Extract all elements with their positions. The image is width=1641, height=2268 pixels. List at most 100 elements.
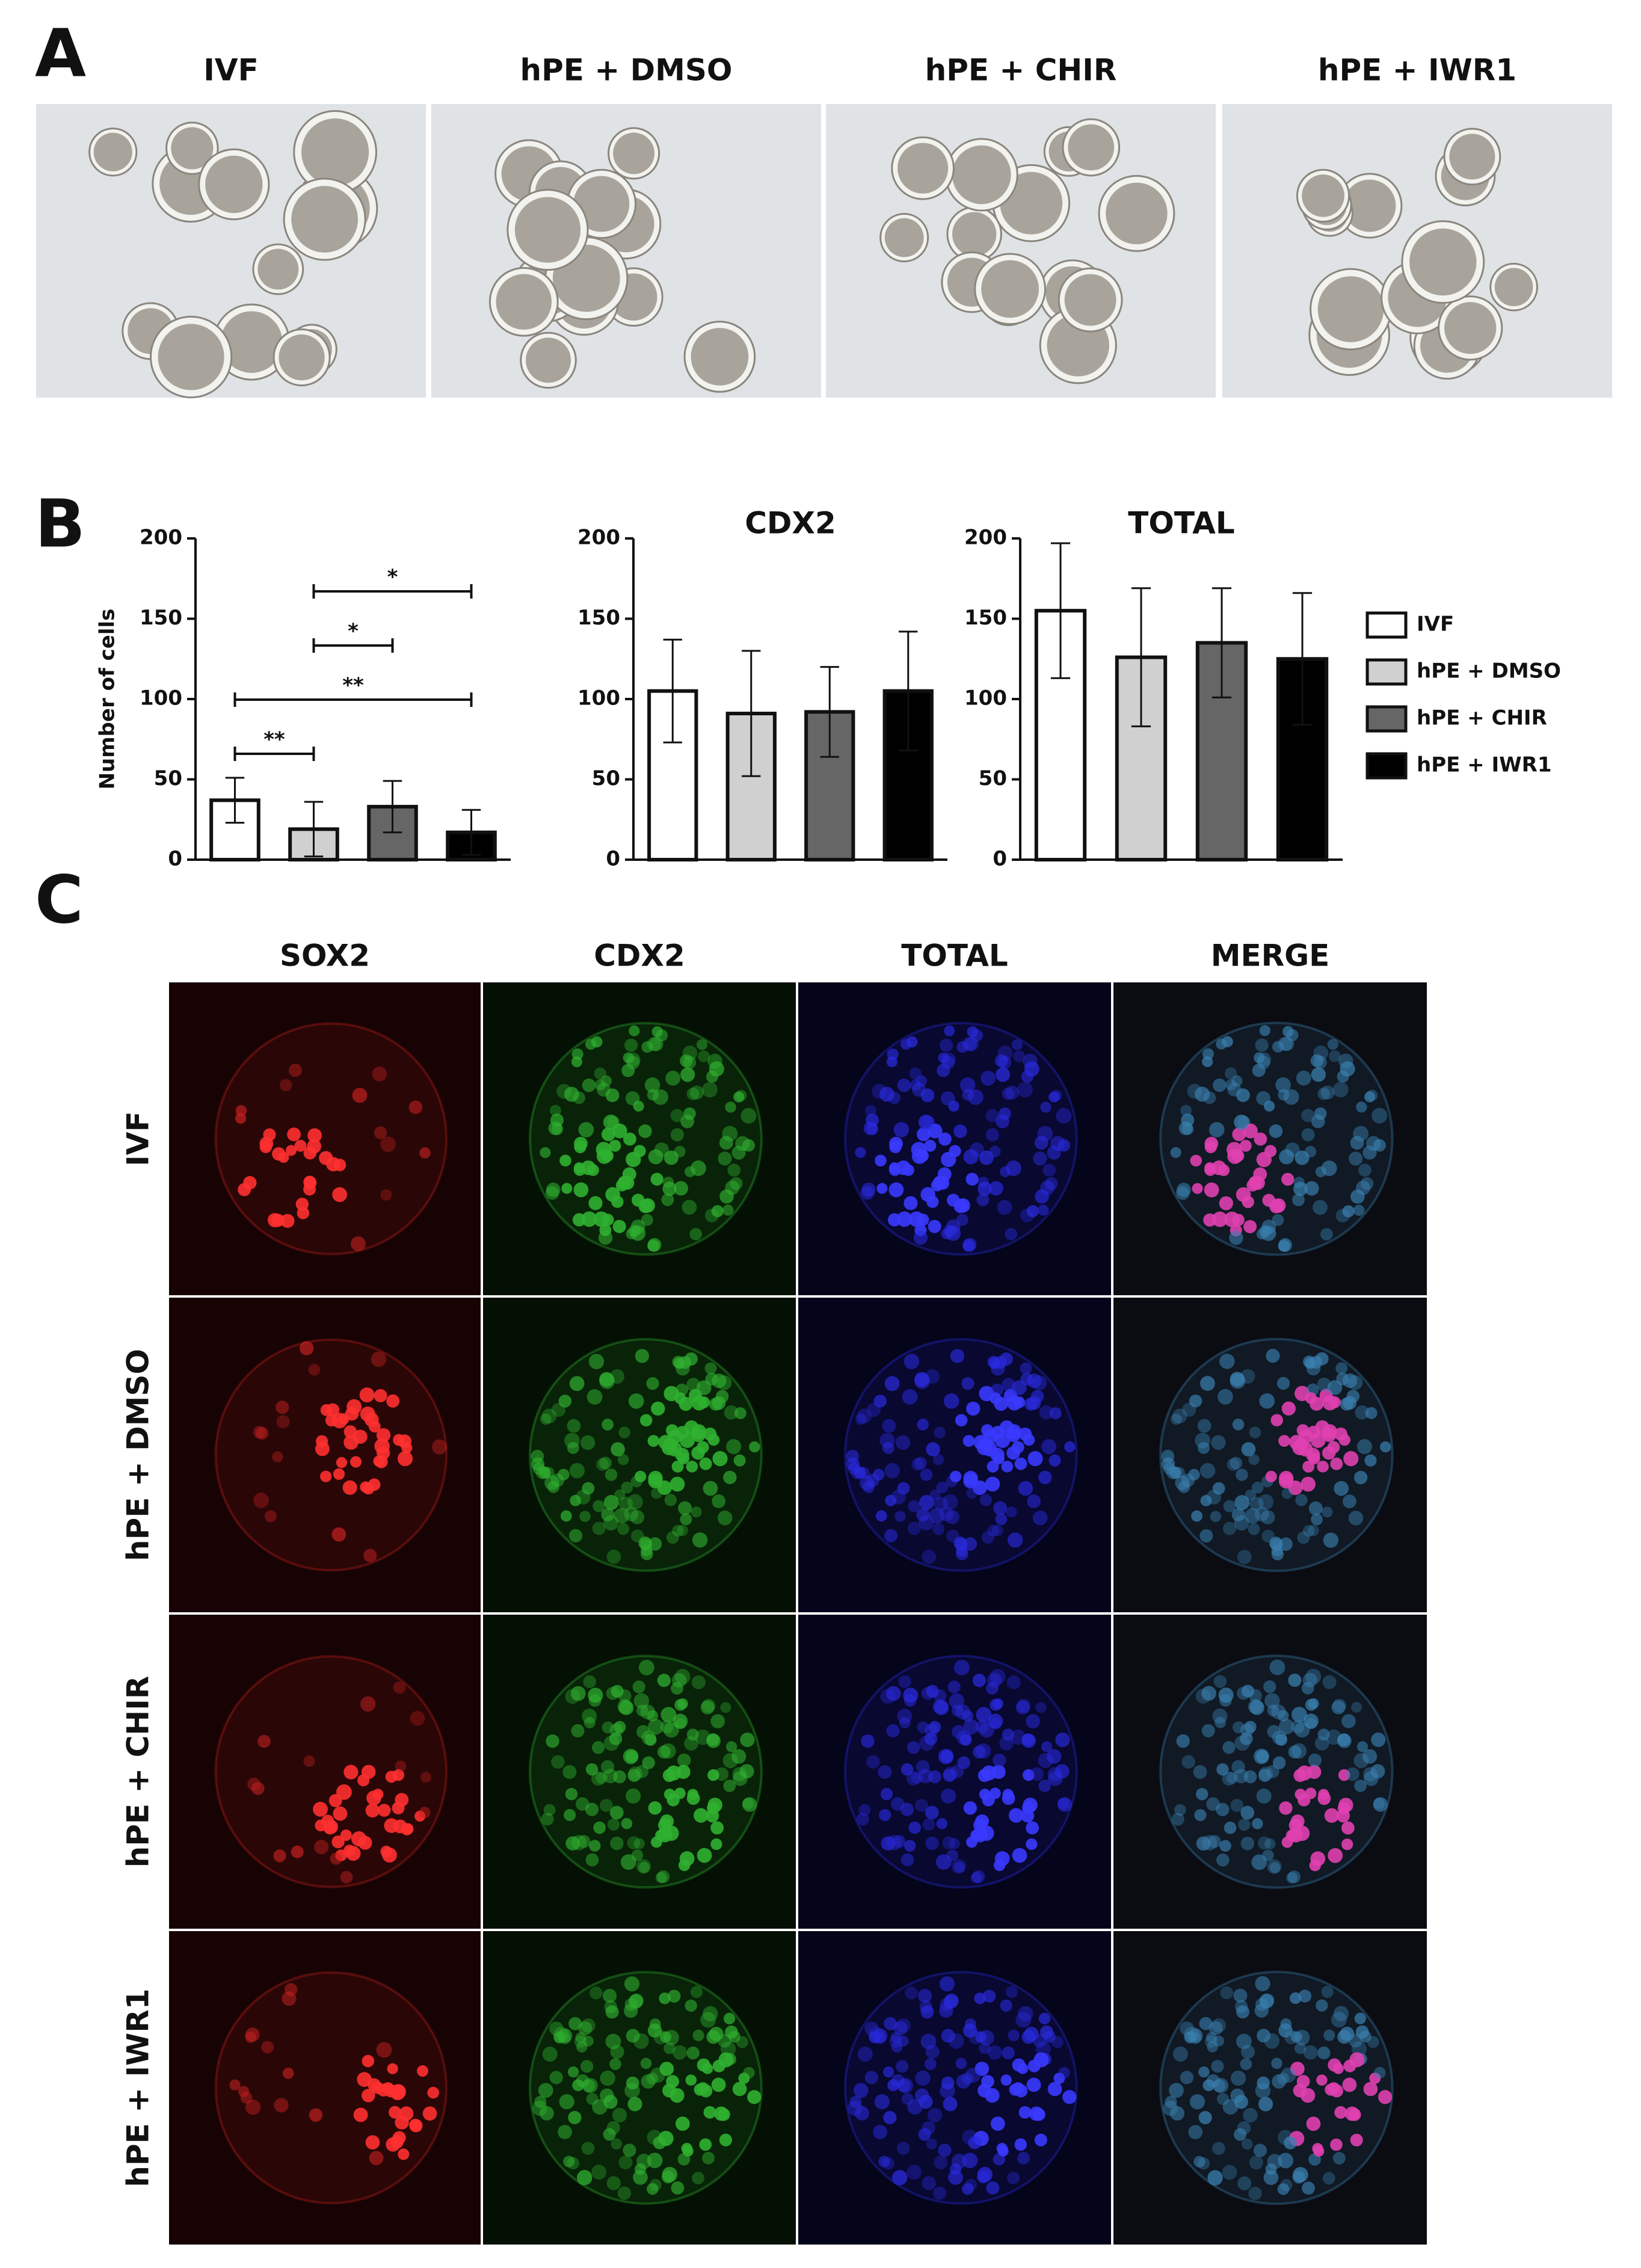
nucleus (952, 1725, 965, 1739)
nucleus (983, 1989, 996, 2003)
nucleus (1306, 1361, 1321, 1376)
y-tick-label: 100 (577, 686, 620, 710)
nucleus (291, 1845, 304, 1858)
nucleus (320, 1404, 333, 1416)
nucleus (585, 1763, 599, 1776)
nucleus (1322, 1675, 1337, 1689)
nucleus (601, 1508, 615, 1521)
nucleus (615, 1179, 628, 1192)
nucleus (633, 2169, 648, 2185)
nucleus (699, 2138, 712, 2151)
nucleus (1293, 1182, 1308, 1196)
y-tick-label: 50 (154, 766, 182, 790)
nucleus (668, 1989, 681, 2003)
nucleus (553, 2027, 569, 2042)
nucleus (922, 1818, 935, 1831)
nucleus (644, 1077, 660, 1093)
nucleus (390, 2084, 406, 2100)
nucleus (897, 2078, 913, 2094)
nucleus (1292, 1707, 1307, 1723)
nucleus (662, 1769, 676, 1783)
nucleus (932, 1699, 948, 1715)
nucleus (1230, 1373, 1246, 1389)
nucleus (869, 2027, 884, 2042)
nucleus (350, 1456, 362, 1468)
nucleus (618, 1497, 633, 1511)
nucleus (1222, 1771, 1236, 1786)
embryo-inner (1494, 268, 1533, 307)
nucleus (560, 1510, 572, 1522)
nucleus (1280, 2179, 1293, 2192)
nucleus (1253, 1167, 1267, 1182)
nucleus (1328, 1848, 1343, 1863)
nucleus (261, 2041, 274, 2054)
nucleus (611, 2138, 623, 2150)
nucleus (692, 1532, 708, 1548)
embryo-inner (220, 311, 283, 373)
nucleus (1172, 1408, 1187, 1423)
nucleus (1337, 1070, 1349, 1083)
nucleus (569, 1462, 585, 1479)
nucleus (1355, 2025, 1369, 2039)
nucleus (1240, 1837, 1255, 1850)
nucleus (393, 1681, 406, 1694)
nucleus (1307, 1764, 1322, 1780)
embryo-inner (952, 212, 997, 256)
nucleus (371, 1351, 387, 1367)
nucleus (666, 1424, 679, 1437)
nucleus (600, 1760, 615, 1774)
nucleus (950, 1470, 962, 1482)
nucleus (936, 1817, 948, 1829)
nucleus (918, 1769, 933, 1784)
nucleus (712, 1451, 728, 1467)
nucleus (934, 2155, 948, 2170)
nucleus (563, 2156, 575, 2168)
nucleus (570, 1494, 582, 1506)
nucleus (1281, 1488, 1293, 1499)
nucleus (376, 1428, 391, 1443)
nucleus (419, 1807, 431, 1819)
nucleus (559, 2094, 574, 2110)
nucleus (558, 2125, 572, 2139)
nucleus (603, 1495, 619, 1511)
nucleus (911, 1772, 923, 1784)
nucleus (1269, 1124, 1283, 1138)
nucleus (629, 1025, 640, 1037)
nucleus (742, 1797, 757, 1812)
nucleus (1237, 1550, 1252, 1564)
nucleus (956, 1213, 968, 1226)
nucleus (365, 1803, 380, 1818)
nucleus (229, 2079, 241, 2091)
nucleus (884, 1529, 898, 1542)
nucleus (360, 1696, 376, 1712)
nucleus (932, 2186, 947, 2200)
nucleus (855, 1147, 866, 1158)
nucleus (731, 1749, 747, 1764)
nucleus (582, 1078, 596, 1092)
embryo-inner (573, 176, 630, 232)
nucleus (361, 1764, 376, 1780)
nucleus (540, 1413, 552, 1425)
nucleus (395, 1793, 409, 1807)
embryo-outline (529, 1338, 763, 1572)
nucleus (1035, 1189, 1049, 1204)
nucleus (626, 1788, 641, 1804)
nucleus (1012, 1380, 1027, 1396)
nucleus (570, 1686, 586, 1701)
nucleus (1360, 1177, 1374, 1191)
nucleus (1190, 1154, 1202, 1167)
nucleus (660, 2031, 672, 2043)
nucleus (1353, 1204, 1365, 1216)
nucleus (1199, 1462, 1216, 1479)
nucleus (419, 1147, 431, 1159)
nucleus (602, 1419, 614, 1431)
nucleus (1278, 1719, 1295, 1735)
nucleus (541, 1813, 554, 1826)
nucleus (1227, 1458, 1240, 1471)
embryo-inner (279, 334, 325, 381)
nucleus (1305, 1392, 1317, 1404)
nucleus (965, 2067, 981, 2083)
nucleus (710, 1838, 722, 1850)
nucleus (1349, 2052, 1365, 2068)
nucleus (979, 2042, 991, 2054)
